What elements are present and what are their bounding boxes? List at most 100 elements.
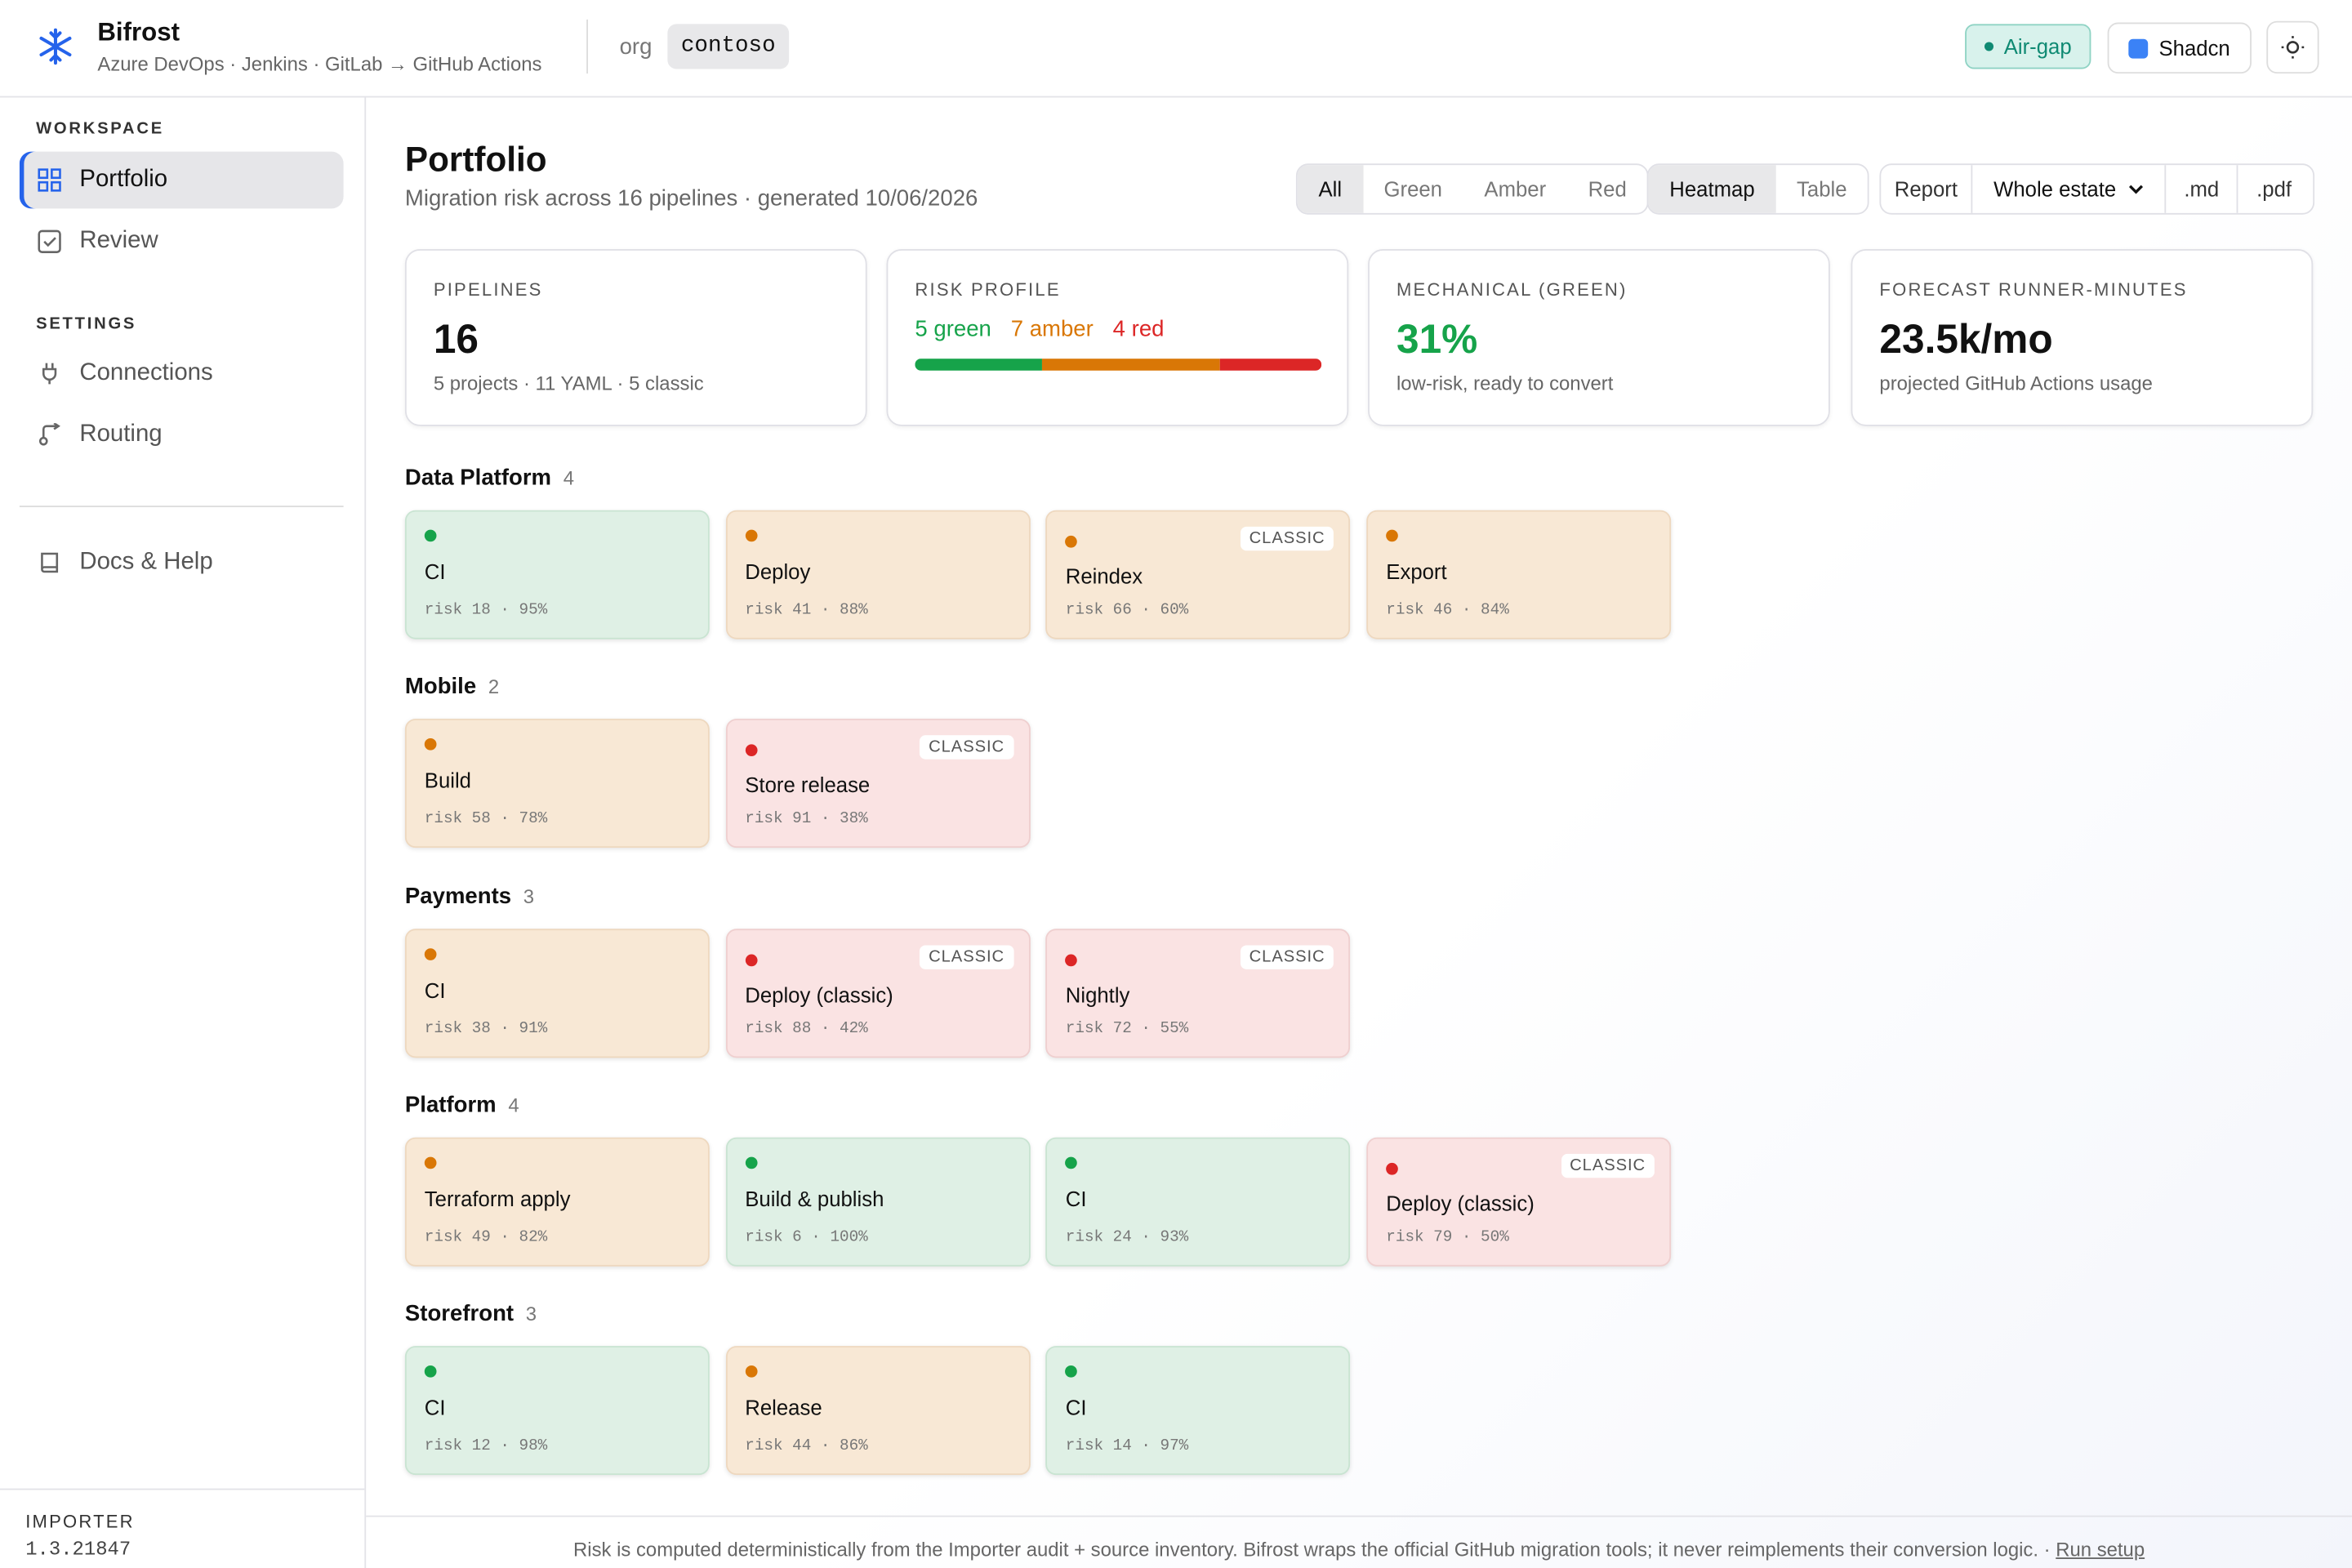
stat-value: 16 bbox=[433, 316, 479, 362]
group-count: 4 bbox=[563, 466, 575, 489]
pipeline-card[interactable]: Terraform apply risk 49 · 82% bbox=[404, 1137, 710, 1267]
group-title: Mobile 2 bbox=[405, 675, 499, 700]
pipeline-card[interactable]: Export risk 46 · 84% bbox=[1366, 510, 1672, 639]
org-label: org bbox=[619, 34, 653, 60]
footer-link[interactable]: Run setup bbox=[2056, 1538, 2145, 1561]
importer-label: IMPORTER bbox=[25, 1511, 135, 1532]
pipeline-name: CI bbox=[1065, 1396, 1087, 1420]
pipeline-name: Build bbox=[424, 768, 471, 793]
pipeline-card[interactable]: CLASSIC Deploy (classic) risk 88 · 42% bbox=[725, 928, 1031, 1058]
status-dot bbox=[745, 1365, 757, 1379]
segment-button[interactable]: Amber bbox=[1484, 176, 1547, 202]
pipeline-meta: risk 41 · 88% bbox=[745, 601, 868, 620]
pipeline-meta: risk 14 · 97% bbox=[1065, 1437, 1189, 1456]
segment-button[interactable]: Heatmap bbox=[1648, 165, 1776, 213]
icon bbox=[38, 168, 61, 192]
nav-item[interactable]: Connections bbox=[20, 345, 344, 403]
group-count: 2 bbox=[488, 675, 500, 698]
export-button[interactable]: .pdf bbox=[2256, 176, 2292, 202]
risk-legend: 5 green 7 amber 4 red bbox=[915, 317, 1164, 342]
stat-label: PIPELINES bbox=[433, 278, 543, 301]
pipeline-meta: risk 12 · 98% bbox=[424, 1437, 548, 1456]
airgap-badge: Air-gap bbox=[1965, 24, 2091, 69]
pipeline-card[interactable]: Build & publish risk 6 · 100% bbox=[725, 1137, 1031, 1267]
pipeline-card[interactable]: Build risk 58 · 78% bbox=[404, 719, 710, 849]
section-title: SETTINGS bbox=[36, 314, 137, 333]
pipeline-card[interactable]: CI risk 38 · 91% bbox=[404, 928, 710, 1058]
classic-badge: CLASSIC bbox=[1561, 1153, 1655, 1178]
footer-text: Risk is computed deterministically from … bbox=[573, 1538, 2051, 1561]
pipeline-name: Build & publish bbox=[745, 1187, 884, 1211]
airgap-label: Air-gap bbox=[2003, 34, 2072, 59]
segment-button[interactable]: All bbox=[1297, 165, 1363, 213]
pipeline-card[interactable]: Deploy risk 41 · 88% bbox=[725, 510, 1031, 639]
stat-label: RISK PROFILE bbox=[915, 278, 1061, 301]
pipeline-name: Deploy bbox=[745, 559, 811, 584]
icon bbox=[42, 363, 57, 385]
pipeline-card[interactable]: CLASSIC Deploy (classic) risk 79 · 50% bbox=[1366, 1137, 1672, 1267]
importer-version: 1.3.21847 bbox=[25, 1538, 131, 1561]
nav-item[interactable]: Docs & Help bbox=[20, 534, 344, 591]
top-bar: Bifrost Azure DevOps · Jenkins · GitLab … bbox=[0, 0, 2352, 98]
pipeline-card[interactable]: CLASSIC Reindex risk 66 · 60% bbox=[1045, 510, 1351, 639]
section-title: WORKSPACE bbox=[36, 119, 164, 139]
segment-button[interactable]: Green bbox=[1383, 176, 1442, 202]
segment-button[interactable]: Red bbox=[1588, 176, 1627, 202]
status-dot bbox=[424, 1365, 437, 1379]
footer: Risk is computed deterministically from … bbox=[366, 1515, 2352, 1568]
pipeline-name: Deploy (classic) bbox=[745, 982, 893, 1007]
classic-badge: CLASSIC bbox=[1240, 944, 1334, 969]
nav-item[interactable]: Review bbox=[20, 213, 344, 270]
group-count: 4 bbox=[508, 1094, 519, 1116]
group-title: Payments 3 bbox=[405, 883, 534, 908]
status-dot bbox=[1065, 535, 1078, 548]
pipeline-name: Nightly bbox=[1065, 982, 1130, 1007]
pipeline-card[interactable]: CI risk 24 · 93% bbox=[1045, 1137, 1351, 1267]
nav-item[interactable]: Routing bbox=[20, 407, 344, 464]
nav-item[interactable]: Portfolio bbox=[19, 151, 344, 209]
group-name: Mobile bbox=[404, 674, 477, 700]
mode-toggle[interactable] bbox=[2266, 20, 2319, 74]
pipeline-card[interactable]: CI risk 12 · 98% bbox=[404, 1346, 710, 1476]
group-title: Storefront 3 bbox=[405, 1301, 537, 1326]
pipeline-card[interactable]: CLASSIC Store release risk 91 · 38% bbox=[725, 719, 1031, 849]
group-name: Storefront bbox=[404, 1301, 514, 1327]
pipeline-card[interactable]: CLASSIC Nightly risk 72 · 55% bbox=[1045, 928, 1351, 1058]
stat-value: 23.5k/mo bbox=[1879, 316, 2053, 362]
theme-swatch bbox=[2128, 38, 2149, 58]
icon bbox=[38, 423, 60, 446]
segment-button[interactable]: Table bbox=[1797, 176, 1847, 202]
theme-label: Shadcn bbox=[2158, 36, 2230, 60]
pipeline-meta: risk 44 · 86% bbox=[745, 1437, 868, 1456]
stat-value: 31% bbox=[1396, 316, 1478, 362]
report-select[interactable]: Whole estate bbox=[1972, 165, 2167, 213]
nav-label: Connections bbox=[79, 359, 213, 386]
pipeline-meta: risk 72 · 55% bbox=[1065, 1019, 1189, 1038]
pipeline-meta: risk 46 · 84% bbox=[1386, 601, 1509, 620]
risk-count: 7 amber bbox=[1010, 316, 1094, 342]
status-dot bbox=[424, 738, 437, 751]
sun-icon bbox=[2281, 36, 2305, 59]
pipeline-name: Terraform apply bbox=[424, 1187, 571, 1211]
classic-badge: CLASSIC bbox=[920, 944, 1014, 969]
pipeline-card[interactable]: CI risk 18 · 95% bbox=[404, 510, 710, 639]
pipeline-meta: risk 58 · 78% bbox=[424, 810, 548, 829]
pipeline-card[interactable]: CI risk 14 · 97% bbox=[1045, 1346, 1351, 1476]
pipeline-card[interactable]: Release risk 44 · 86% bbox=[725, 1346, 1031, 1476]
theme-button[interactable]: Shadcn bbox=[2107, 22, 2252, 74]
pipeline-name: Store release bbox=[745, 773, 871, 798]
status-dot bbox=[1065, 1156, 1078, 1169]
export-button[interactable]: .md bbox=[2166, 165, 2239, 213]
stat-card: MECHANICAL (GREEN) 31% low-risk, ready to … bbox=[1368, 248, 1830, 426]
org-name[interactable]: contoso bbox=[667, 24, 790, 69]
nav-label: Routing bbox=[79, 421, 163, 448]
divider bbox=[19, 506, 344, 508]
pipeline-name: Deploy (classic) bbox=[1386, 1191, 1535, 1216]
status-dot bbox=[1984, 42, 1993, 51]
app-name: Bifrost bbox=[97, 18, 180, 47]
pipeline-meta: risk 18 · 95% bbox=[424, 601, 548, 620]
nav-label: Docs & Help bbox=[79, 549, 213, 575]
filter-group: All Green Amber Red bbox=[1295, 163, 1650, 215]
pipeline-name: CI bbox=[424, 978, 446, 1002]
